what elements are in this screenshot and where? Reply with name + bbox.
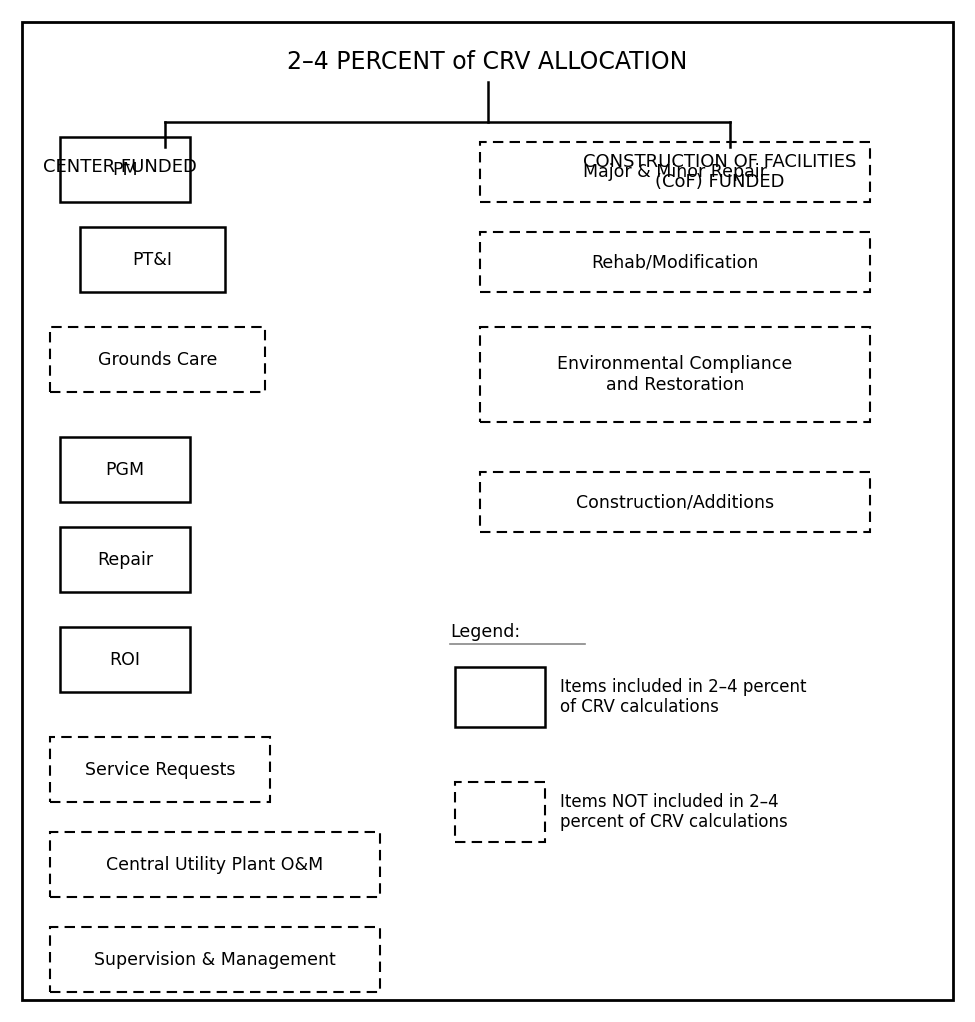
- Bar: [60, 527, 190, 592]
- Bar: [455, 782, 545, 842]
- Text: PGM: PGM: [105, 461, 144, 478]
- Text: CONSTRUCTION OF FACILITIES
(CoF) FUNDED: CONSTRUCTION OF FACILITIES (CoF) FUNDED: [583, 152, 857, 191]
- Bar: [480, 232, 870, 292]
- Text: Items NOT included in 2–4
percent of CRV calculations: Items NOT included in 2–4 percent of CRV…: [560, 793, 788, 832]
- Text: Rehab/Modification: Rehab/Modification: [591, 253, 759, 271]
- Text: Repair: Repair: [97, 551, 153, 568]
- Text: PM: PM: [112, 160, 137, 179]
- Bar: [480, 472, 870, 532]
- Bar: [455, 667, 545, 727]
- Bar: [50, 327, 265, 392]
- Bar: [60, 137, 190, 202]
- Text: Major & Minor Repair: Major & Minor Repair: [583, 162, 767, 181]
- Bar: [480, 142, 870, 202]
- Text: Environmental Compliance
and Restoration: Environmental Compliance and Restoration: [558, 355, 793, 393]
- Text: Grounds Care: Grounds Care: [98, 351, 217, 369]
- Text: Central Utility Plant O&M: Central Utility Plant O&M: [106, 855, 324, 874]
- Bar: [480, 327, 870, 422]
- Text: ROI: ROI: [109, 650, 140, 668]
- Text: Items included in 2–4 percent
of CRV calculations: Items included in 2–4 percent of CRV cal…: [560, 678, 806, 716]
- Bar: [60, 437, 190, 502]
- Text: Supervision & Management: Supervision & Management: [95, 950, 335, 969]
- Text: Service Requests: Service Requests: [85, 760, 235, 779]
- Text: Construction/Additions: Construction/Additions: [576, 493, 774, 511]
- Bar: [80, 227, 225, 292]
- Text: CENTER FUNDED: CENTER FUNDED: [43, 158, 197, 176]
- Bar: [50, 927, 380, 992]
- Bar: [60, 628, 190, 692]
- Text: Legend:: Legend:: [450, 623, 520, 641]
- Text: PT&I: PT&I: [133, 250, 173, 269]
- Bar: [50, 737, 270, 802]
- Bar: [50, 832, 380, 897]
- Text: 2–4 PERCENT of CRV ALLOCATION: 2–4 PERCENT of CRV ALLOCATION: [288, 50, 687, 74]
